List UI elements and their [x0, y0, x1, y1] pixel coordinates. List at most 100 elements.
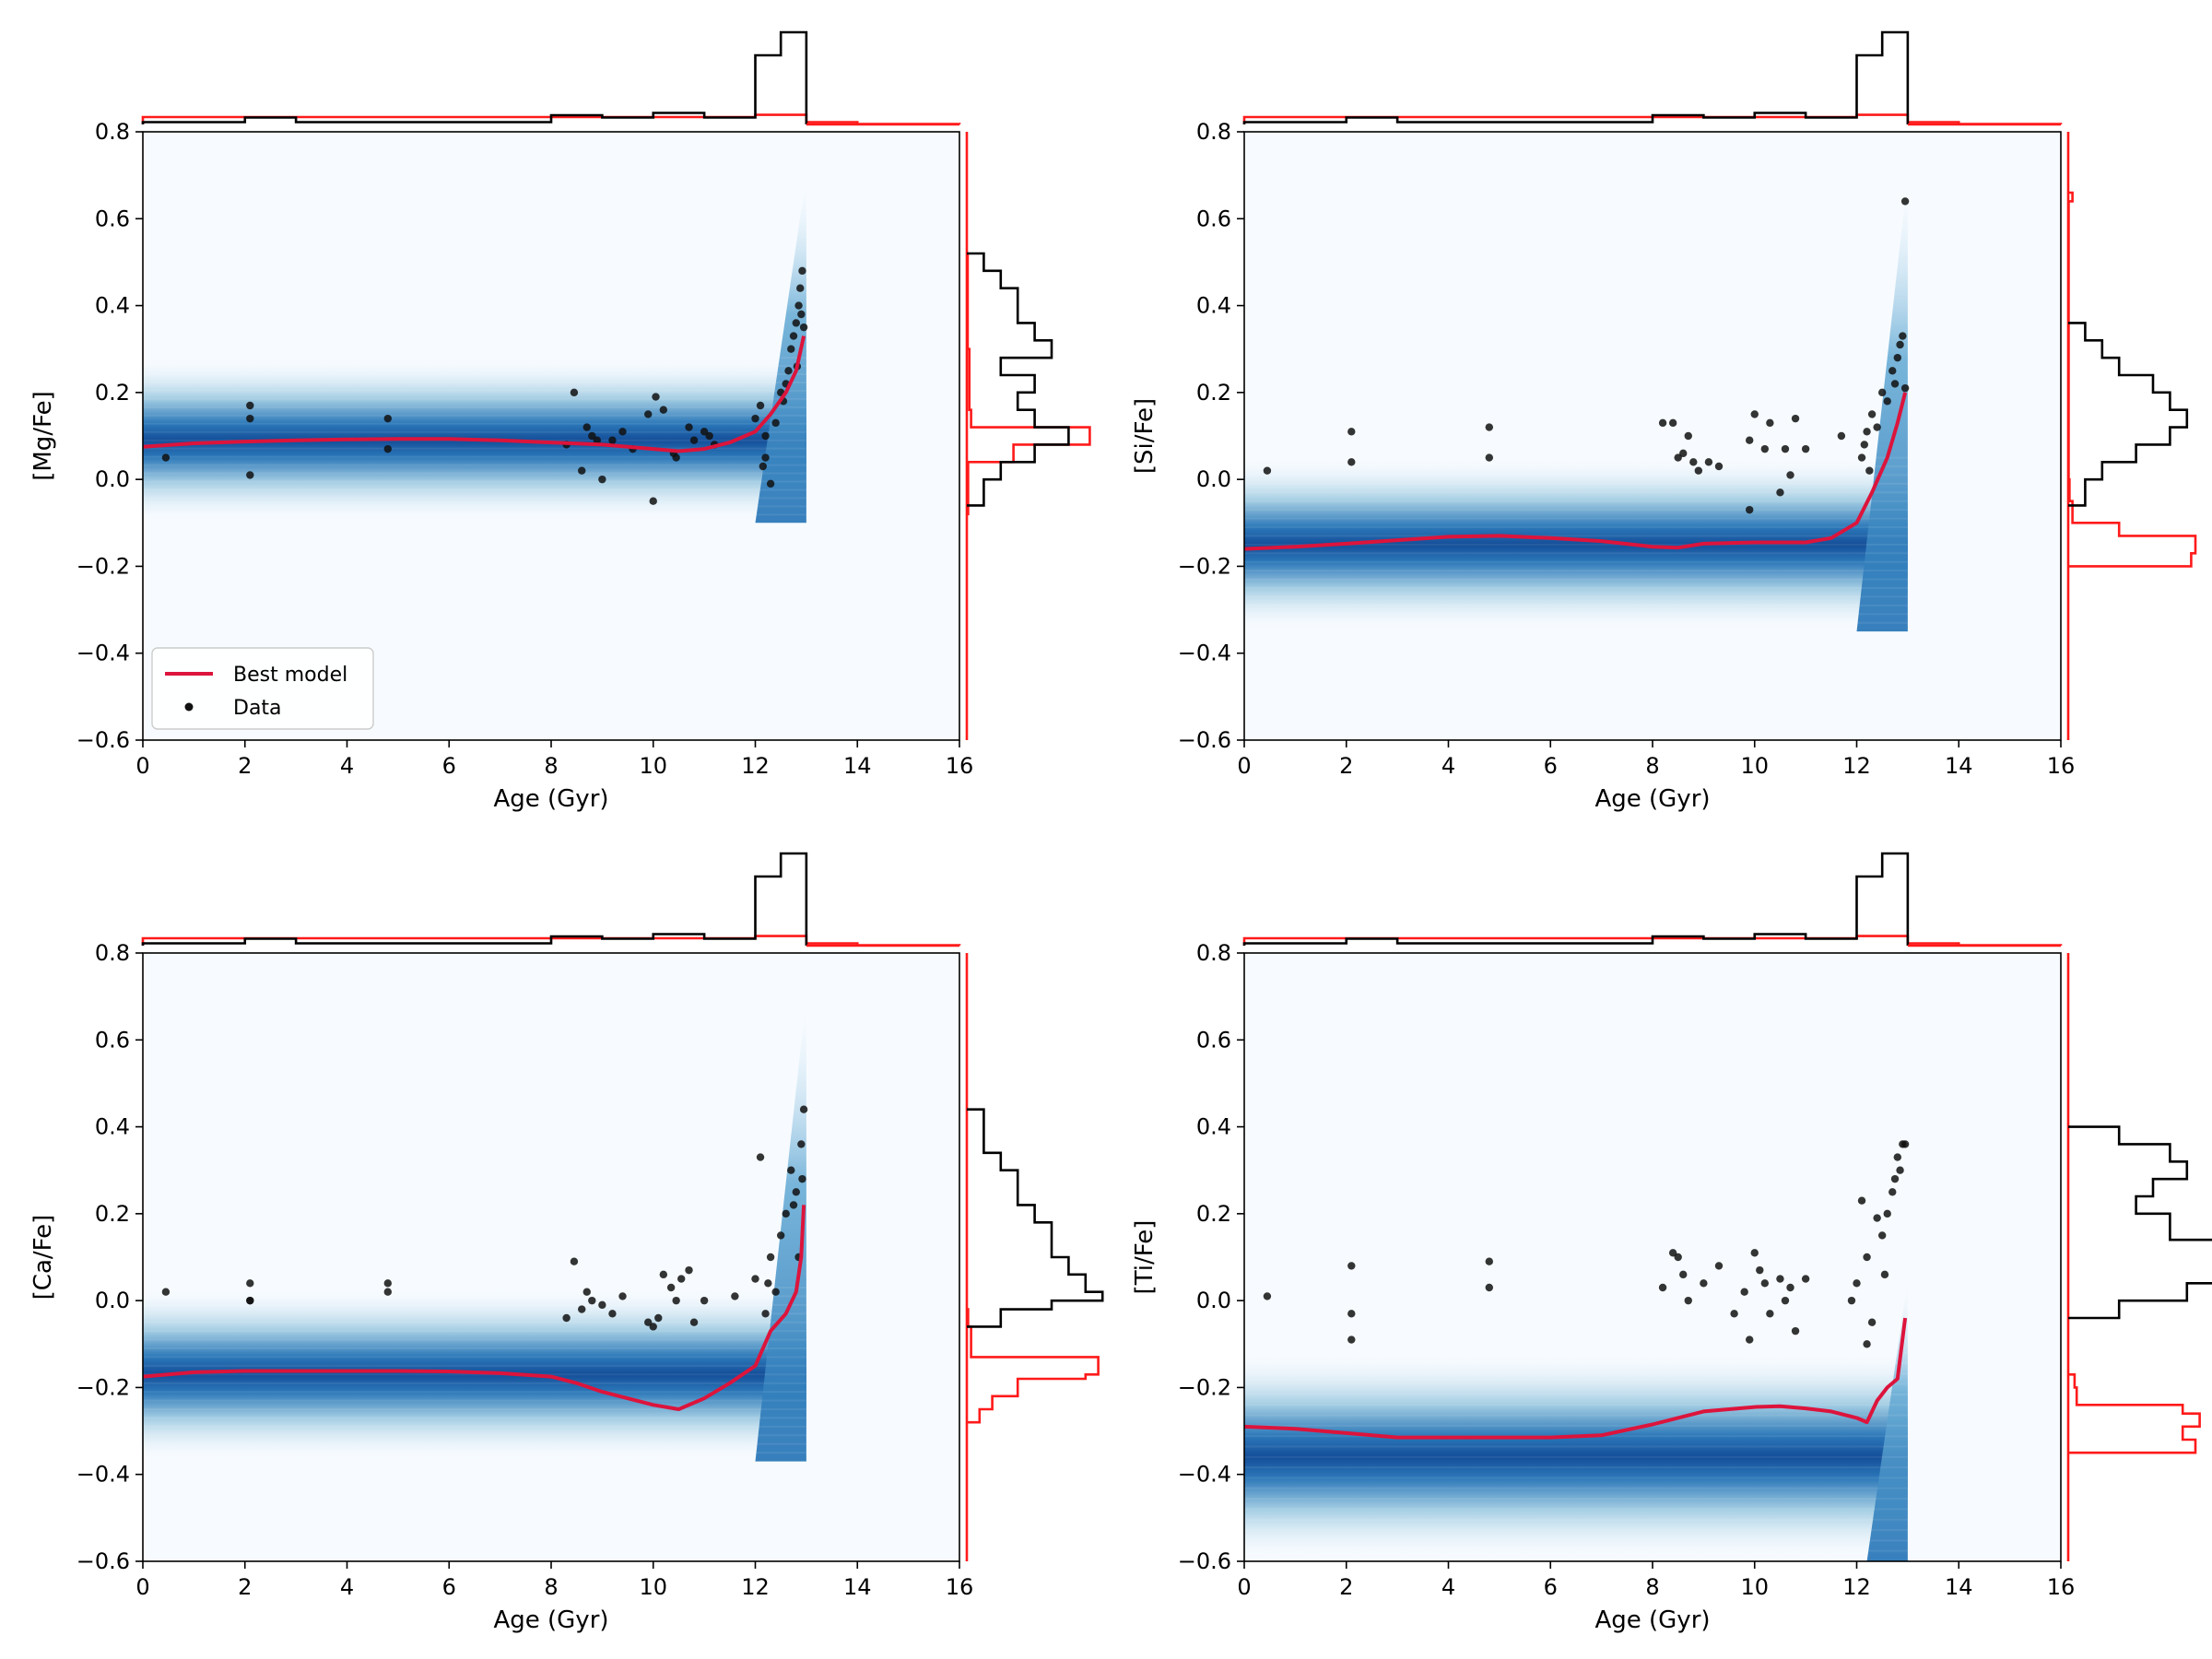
best-model-line [1243, 1317, 1908, 1440]
right-hist-data-step [967, 1108, 1104, 1328]
x-tick-label: 14 [843, 753, 872, 779]
data-point [787, 345, 795, 353]
x-tick-label: 0 [135, 1574, 149, 1600]
x-axis-ticks: 0 2 4 6 8 10 12 14 16 [135, 1561, 973, 1600]
data-point [1746, 436, 1754, 444]
y-tick-label: 0.2 [95, 380, 130, 406]
data-point [246, 414, 254, 423]
x-tick-label: 8 [1645, 1574, 1659, 1600]
y-tick-label: 0.4 [1196, 1114, 1231, 1140]
density-band-rise [1866, 1278, 1908, 1561]
x-axis-label: Age (Gyr) [1594, 1606, 1710, 1634]
main-plot: 0 2 4 6 8 10 12 14 16 −0.6 −0.4 −0.2 0.0 0.2 0.4 0.6 0.… [29, 940, 973, 1634]
data-point [570, 1257, 579, 1265]
data-point [1781, 444, 1790, 453]
data-point [1740, 1288, 1748, 1296]
data-point [689, 436, 699, 444]
density-band-rise [1856, 175, 1908, 632]
data-point [672, 1296, 680, 1305]
data-point [1658, 418, 1667, 428]
data-point [1899, 332, 1907, 340]
x-tick-label: 10 [639, 753, 667, 779]
x-tick-label: 12 [741, 753, 770, 779]
data-point [1684, 431, 1692, 441]
data-point [1760, 1279, 1770, 1288]
y-tick-label: 0.0 [1196, 1288, 1231, 1313]
x-tick-label: 0 [135, 753, 149, 779]
data-point [1786, 1283, 1794, 1292]
x-axis-ticks: 0 2 4 6 8 10 12 14 16 [135, 740, 973, 779]
x-tick-label: 6 [442, 753, 456, 779]
data-point [1750, 1249, 1759, 1257]
x-tick-label: 14 [1945, 753, 1973, 779]
data-point [246, 1296, 254, 1305]
x-tick-label: 4 [1441, 1574, 1455, 1600]
data-point [1857, 1196, 1866, 1205]
plot-background [1244, 132, 2061, 740]
x-axis-label: Age (Gyr) [493, 1606, 608, 1634]
data-point [644, 410, 653, 418]
legend-box [151, 647, 374, 730]
data-point [1781, 1296, 1790, 1305]
right-histogram [2066, 953, 2212, 1561]
x-tick-label: 16 [946, 753, 974, 779]
data-point [1756, 1265, 1764, 1275]
data-point [1880, 1270, 1889, 1279]
data-point [1786, 471, 1794, 479]
y-axis-ticks: −0.6 −0.4 −0.2 0.0 0.2 0.4 0.6 0.8 [1178, 119, 1244, 753]
y-tick-label: 0.8 [1196, 940, 1231, 966]
x-axis-ticks: 0 2 4 6 8 10 12 14 16 [1237, 740, 2075, 779]
y-tick-label: −0.6 [1178, 1548, 1231, 1574]
data-point [1704, 458, 1713, 466]
x-tick-label: 4 [340, 753, 354, 779]
data-point [1900, 1140, 1910, 1148]
legend-dot-swatch [184, 702, 194, 712]
panel-ca: 0 2 4 6 8 10 12 14 16 −0.6 −0.4 −0.2 0.0 0.2 0.4 0.6 0.… [29, 852, 1104, 1634]
data-point [1730, 1310, 1738, 1318]
data-point [685, 423, 693, 431]
data-point [1700, 1279, 1708, 1288]
x-tick-label: 2 [238, 753, 252, 779]
data-point [798, 266, 806, 276]
x-tick-label: 12 [1842, 1574, 1871, 1600]
data-point [652, 393, 660, 401]
data-point [649, 1323, 657, 1331]
data-point [161, 1288, 171, 1296]
data-point [1863, 1340, 1871, 1348]
data-point [383, 1279, 392, 1288]
data-point [246, 401, 254, 410]
y-tick-label: 0.6 [95, 1027, 130, 1053]
data-point [608, 436, 617, 444]
data-point [1883, 397, 1891, 406]
data-point [700, 428, 709, 436]
x-tick-label: 0 [1237, 753, 1251, 779]
data-point [1857, 453, 1866, 462]
data-point [1791, 1326, 1800, 1335]
density-band [143, 996, 806, 1462]
y-tick-label: 0.8 [95, 119, 130, 145]
right-histogram [2066, 132, 2197, 740]
data-point [1347, 1310, 1356, 1318]
x-tick-label: 6 [1544, 753, 1558, 779]
data-point [1766, 418, 1774, 428]
x-tick-label: 6 [1544, 1574, 1558, 1600]
data-point [1865, 466, 1874, 475]
data-point [246, 1279, 254, 1288]
top-histogram [141, 30, 961, 126]
data-point [1674, 453, 1682, 462]
data-points [1263, 197, 1910, 514]
data-point [383, 414, 392, 423]
data-point [1347, 1262, 1356, 1270]
density-band-rise [755, 996, 806, 1462]
data-point [764, 1279, 772, 1288]
top-hist-data-step [141, 30, 808, 124]
data-point [794, 301, 803, 310]
x-axis-label: Age (Gyr) [1594, 785, 1710, 813]
y-tick-label: 0.2 [1196, 1201, 1231, 1227]
y-tick-label: 0.4 [95, 293, 130, 319]
data-point [1263, 1292, 1272, 1300]
right-hist-data-step [967, 252, 1070, 507]
data-point [654, 1313, 663, 1323]
data-point [776, 1231, 785, 1240]
data-points [161, 1105, 808, 1331]
